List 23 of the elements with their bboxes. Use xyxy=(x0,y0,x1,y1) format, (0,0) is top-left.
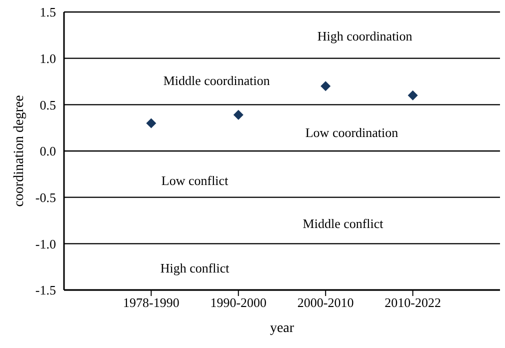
y-tick-label: -1.5 xyxy=(35,282,56,298)
y-tick-label: 1.5 xyxy=(40,4,56,20)
annotation: Low coordination xyxy=(305,124,399,140)
x-tick-label: 1990-2000 xyxy=(210,295,267,310)
point xyxy=(233,110,244,120)
annotation: High conflict xyxy=(160,260,230,276)
y-tick-label: 0.5 xyxy=(40,97,56,112)
y-axis-title: coordination degree xyxy=(12,95,27,207)
annotation: High coordination xyxy=(317,28,413,44)
point xyxy=(408,90,418,100)
x-tick-label: 2000-2010 xyxy=(297,295,354,310)
x-axis-title: year xyxy=(270,321,294,336)
x-tick-label: 1978-1990 xyxy=(123,295,180,310)
annotation: Low conflict xyxy=(161,173,229,188)
point xyxy=(320,81,331,92)
point xyxy=(146,118,156,128)
y-tick-label: 0.0 xyxy=(40,144,56,159)
y-tick-label: -0.5 xyxy=(35,190,56,205)
annotation: Middle conflict xyxy=(302,216,384,231)
y-tick-label: 1.0 xyxy=(40,50,56,66)
y-tick-label: -1.0 xyxy=(35,236,56,252)
x-tick-label: 2010-2022 xyxy=(384,295,441,310)
annotation: Middle coordination xyxy=(163,73,270,88)
